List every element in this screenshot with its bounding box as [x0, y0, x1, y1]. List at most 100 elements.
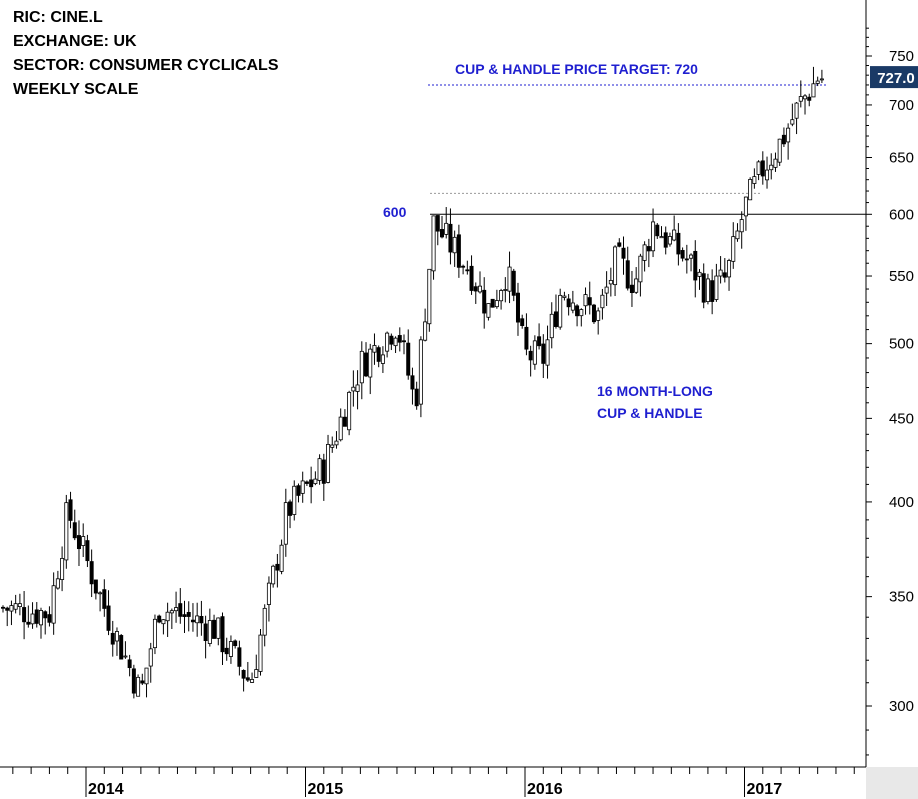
candle-body — [672, 229, 677, 241]
candle-body — [532, 340, 537, 365]
candle-body — [43, 611, 48, 619]
candle-body — [397, 335, 402, 343]
candle-body — [621, 247, 626, 259]
candle-body — [705, 278, 710, 302]
candle-body — [144, 667, 149, 685]
candle-body — [684, 258, 689, 261]
candle-body — [182, 614, 187, 617]
candle-body — [140, 680, 145, 684]
candle-body — [482, 289, 487, 314]
last-price-box — [870, 66, 918, 89]
candle-body — [541, 343, 546, 364]
candle-body — [169, 610, 174, 614]
candle-body — [710, 280, 715, 302]
candle-body — [418, 339, 423, 405]
candle-body — [195, 615, 200, 624]
candle-body — [456, 234, 461, 268]
candle-body — [127, 659, 132, 669]
candle-body — [520, 318, 525, 326]
candle-body — [224, 647, 229, 655]
candle-body — [380, 354, 385, 364]
candle-body — [642, 244, 647, 261]
candle-body — [359, 350, 364, 384]
candle-body — [34, 609, 39, 624]
candle-body — [220, 616, 225, 653]
candle-body — [444, 222, 449, 235]
candle-body — [769, 164, 774, 171]
axis-strip-bottom — [0, 767, 918, 799]
candle-body — [659, 236, 664, 239]
candle-body — [402, 340, 407, 343]
candle-body — [634, 278, 639, 293]
candle-body — [756, 161, 761, 175]
candle-body — [241, 670, 246, 679]
x-tick-label: 2016 — [527, 781, 563, 798]
exchange-label: EXCHANGE: UK — [13, 33, 137, 50]
candle-body — [178, 603, 183, 617]
candle-body — [629, 284, 634, 293]
candle-body — [439, 229, 444, 238]
candle-body — [693, 250, 698, 281]
candle-body — [765, 169, 770, 181]
candle-body — [604, 286, 609, 294]
candle-body — [435, 215, 440, 232]
candle-body — [9, 605, 14, 612]
candle-body — [515, 292, 520, 323]
candle-body — [431, 215, 436, 272]
candle-body — [423, 321, 428, 341]
last-price-badge: 727.0 — [870, 66, 918, 89]
candle-body — [258, 634, 263, 672]
candle-body — [486, 303, 491, 318]
candle-body — [587, 297, 592, 306]
candle-body — [807, 96, 812, 101]
candle-body — [596, 310, 601, 321]
candle-body — [300, 480, 305, 494]
candle-body — [562, 295, 567, 298]
candle-body — [689, 254, 694, 259]
candle-body — [490, 298, 495, 308]
candle-body — [98, 592, 103, 595]
candle-body — [228, 641, 233, 657]
candle-body — [613, 246, 618, 286]
candle-body — [748, 179, 753, 201]
candle-body — [591, 304, 596, 323]
candle-body — [798, 96, 803, 102]
y-tick-label: 300 — [889, 698, 914, 715]
candle-body — [537, 336, 542, 347]
y-tick-label: 750 — [889, 48, 914, 65]
candle-body — [735, 230, 740, 240]
candle-body — [389, 335, 394, 345]
candle-body — [212, 619, 217, 639]
candle-body — [566, 298, 571, 308]
candle-body — [743, 196, 748, 217]
candle-body — [558, 294, 563, 328]
y-tick-label: 500 — [889, 336, 914, 353]
candle-body — [410, 375, 415, 390]
candle-body — [250, 679, 255, 683]
candle-body — [136, 676, 141, 697]
candle-body — [72, 522, 77, 539]
x-tick-label: 2017 — [747, 781, 783, 798]
x-tick-label: 2014 — [88, 781, 124, 798]
sector-label: SECTOR: CONSUMER CYCLICALS — [13, 57, 279, 74]
y-tick-label: 450 — [889, 410, 914, 427]
y-tick-label: 600 — [889, 206, 914, 223]
candle-body — [266, 582, 271, 605]
candle-body — [47, 614, 52, 623]
candle-body — [85, 540, 90, 562]
candle-body — [676, 232, 681, 255]
candle-body — [174, 607, 179, 612]
candle-body — [477, 285, 482, 293]
candlesticks — [0, 66, 824, 699]
chart-info: RIC: CINE.L EXCHANGE: UK SECTOR: CONSUME… — [13, 6, 279, 102]
candle-body — [727, 260, 732, 278]
candle-body — [452, 236, 457, 254]
candle-body — [414, 388, 419, 407]
candle-body — [583, 294, 588, 307]
candle-body — [106, 605, 111, 631]
candle-body — [119, 635, 124, 660]
candle-body — [355, 384, 360, 392]
candle-body — [0, 606, 6, 609]
candle-body — [406, 342, 411, 376]
candle-body — [739, 219, 744, 233]
